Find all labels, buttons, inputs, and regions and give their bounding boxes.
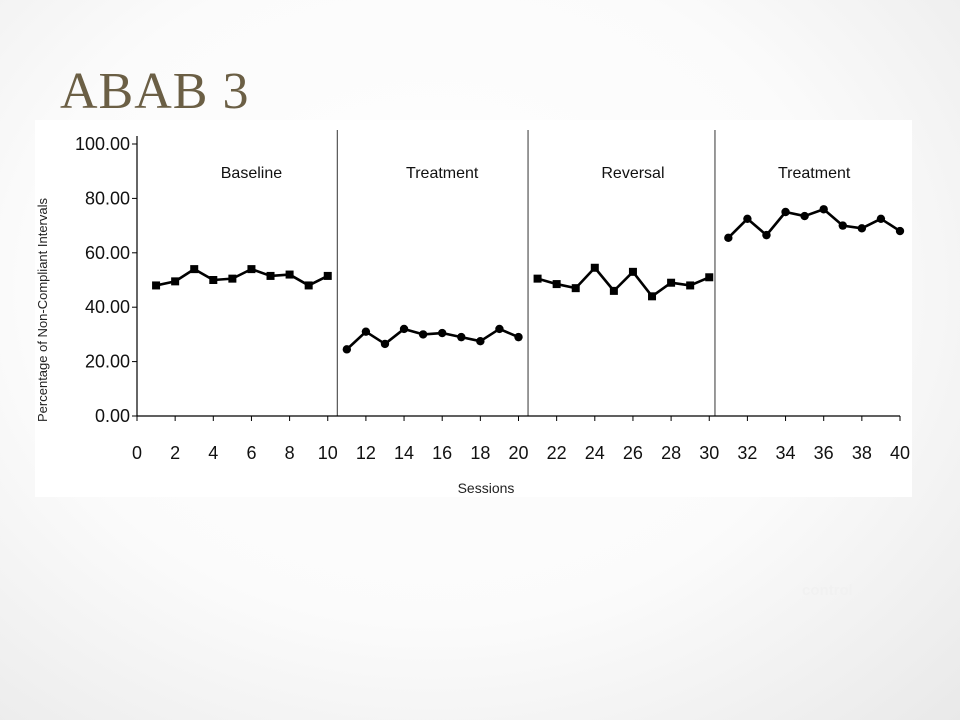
data-series [152, 205, 905, 354]
x-tick-label-36: 36 [814, 443, 834, 463]
x-tick-label-14: 14 [394, 443, 414, 463]
series-1-point-8 [285, 270, 294, 279]
series-4-point-8 [857, 224, 867, 233]
x-tick-label-34: 34 [776, 443, 796, 463]
x-tick-label-22: 22 [547, 443, 567, 463]
x-tick-label-24: 24 [585, 443, 605, 463]
y-axis-label: Percentage of Non-Compliant Intervals [35, 198, 50, 423]
series-2-point-4 [399, 324, 409, 334]
series-2-point-6 [438, 328, 447, 338]
x-tick-label-32: 32 [737, 443, 757, 463]
y-tick-label-4: 80.00 [85, 188, 130, 208]
series-4-point-10 [895, 226, 905, 236]
series-2-point-3 [380, 339, 390, 349]
series-4-point-4 [781, 207, 790, 217]
x-tick-label-2: 2 [170, 443, 180, 463]
y-tick-label-2: 40.00 [85, 297, 130, 317]
series-2-point-1 [342, 345, 352, 354]
x-tick-label-4: 4 [208, 443, 218, 463]
chart-panel: 0 2 4 6 8 10 12 14 16 18 20 22 24 26 28 30 32 34 36 38 40 0.… [35, 120, 912, 497]
x-tick-label-0: 0 [132, 443, 142, 463]
series-2-point-8 [476, 337, 485, 346]
x-tick-label-18: 18 [470, 443, 490, 463]
phase-label-2: Treatment [406, 165, 479, 182]
y-tick-label-3: 60.00 [85, 243, 130, 263]
footer-note: control [802, 582, 853, 599]
series-3-point-3 [571, 284, 580, 293]
series-3 [533, 263, 714, 301]
series-1-point-10 [323, 271, 332, 280]
series-3-point-2 [552, 280, 561, 289]
y-tick-label-1: 20.00 [85, 352, 130, 372]
x-tick-label-38: 38 [852, 443, 872, 463]
x-tick-label-6: 6 [246, 443, 256, 463]
series-1-point-9 [304, 281, 313, 290]
slide-title: ABAB 3 [60, 63, 250, 120]
x-axis-label: Sessions [458, 480, 515, 496]
series-4-line [727, 207, 901, 239]
series-3-line [537, 266, 710, 298]
series-4-point-6 [819, 205, 828, 214]
phase-label-1: Baseline [221, 165, 282, 182]
series-1-point-3 [190, 265, 199, 274]
phase-label-4: Treatment [778, 165, 851, 182]
series-1-point-7 [266, 271, 275, 280]
series-2-point-7 [457, 332, 466, 342]
series-1-line [155, 267, 329, 287]
series-4-point-3 [762, 230, 771, 240]
series-1-point-4 [209, 276, 218, 284]
series-1-point-6 [247, 265, 256, 274]
series-4-point-5 [800, 211, 809, 221]
series-4-point-1 [724, 233, 733, 243]
series-3-point-9 [686, 281, 695, 290]
series-3-point-10 [705, 273, 714, 282]
abab-line-chart: 0 2 4 6 8 10 12 14 16 18 20 22 24 26 28 30 32 34 36 38 40 0.… [35, 130, 910, 496]
series-3-point-8 [667, 278, 676, 287]
y-tick-label-5: 100.00 [75, 134, 130, 154]
phase-labels: Baseline Treatment Reversal Treatment [221, 165, 851, 182]
series-3-point-4 [590, 263, 599, 272]
series-2-point-2 [361, 327, 371, 336]
series-4 [724, 205, 905, 243]
y-tick-labels: 0.00 20.00 40.00 60.00 80.00 100.00 [75, 134, 137, 426]
series-1-point-2 [171, 277, 180, 286]
x-tick-label-8: 8 [285, 443, 295, 463]
series-4-point-9 [876, 214, 886, 223]
series-2 [342, 324, 523, 354]
series-1-point-1 [152, 281, 161, 290]
x-tick-label-28: 28 [661, 443, 681, 463]
series-3-point-5 [609, 286, 618, 295]
series-4-point-2 [743, 214, 752, 223]
series-3-point-1 [533, 274, 542, 283]
x-tick-label-10: 10 [318, 443, 338, 463]
series-3-point-7 [648, 292, 657, 301]
y-tick-label-0: 0.00 [95, 406, 130, 426]
series-2-point-10 [514, 332, 523, 342]
series-2-line [345, 327, 520, 351]
phase-label-3: Reversal [601, 165, 664, 182]
series-1-point-5 [228, 274, 237, 283]
x-tick-label-40: 40 [890, 443, 910, 463]
x-tick-label-30: 30 [699, 443, 719, 463]
series-2-point-9 [495, 324, 504, 334]
series-4-point-7 [838, 221, 847, 230]
x-tick-label-26: 26 [623, 443, 643, 463]
x-tick-labels: 0 2 4 6 8 10 12 14 16 18 20 22 24 26 28 30 32 34 36 38 40 [132, 416, 910, 463]
series-3-point-6 [628, 267, 637, 276]
x-tick-label-12: 12 [356, 443, 376, 463]
series-1 [152, 265, 332, 290]
x-tick-label-16: 16 [432, 443, 452, 463]
phase-change-lines [336, 130, 716, 416]
x-tick-label-20: 20 [508, 443, 528, 463]
series-2-point-5 [418, 330, 428, 339]
